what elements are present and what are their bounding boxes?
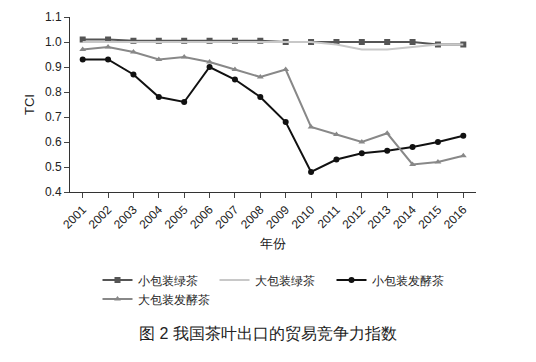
- svg-text:小包装发酵茶: 小包装发酵茶: [372, 274, 444, 288]
- svg-text:2012: 2012: [339, 203, 368, 232]
- svg-text:1.1: 1.1: [45, 10, 62, 24]
- svg-text:2002: 2002: [86, 203, 115, 232]
- svg-text:2004: 2004: [136, 203, 165, 232]
- svg-text:0.5: 0.5: [45, 160, 62, 174]
- svg-text:0.4: 0.4: [45, 185, 62, 199]
- svg-text:2001: 2001: [60, 203, 89, 232]
- svg-text:2009: 2009: [263, 203, 292, 232]
- svg-text:0.6: 0.6: [45, 135, 62, 149]
- svg-text:年份: 年份: [260, 236, 286, 251]
- svg-text:2007: 2007: [213, 203, 242, 232]
- svg-text:2010: 2010: [289, 203, 318, 232]
- svg-text:2013: 2013: [365, 203, 394, 232]
- svg-text:小包装绿茶: 小包装绿茶: [138, 274, 198, 288]
- svg-text:0.9: 0.9: [45, 60, 62, 74]
- svg-text:2014: 2014: [390, 203, 419, 232]
- svg-text:1.0: 1.0: [45, 35, 62, 49]
- svg-text:TCI: TCI: [22, 94, 37, 115]
- svg-text:2008: 2008: [238, 203, 267, 232]
- svg-text:0.7: 0.7: [45, 110, 62, 124]
- svg-text:2015: 2015: [416, 203, 445, 232]
- svg-text:2003: 2003: [111, 203, 140, 232]
- svg-text:2011: 2011: [315, 203, 343, 231]
- svg-text:2016: 2016: [441, 203, 470, 232]
- svg-text:图 2 我国茶叶出口的贸易竞争力指数: 图 2 我国茶叶出口的贸易竞争力指数: [139, 325, 397, 342]
- svg-text:2006: 2006: [187, 203, 216, 232]
- svg-text:大包装绿茶: 大包装绿茶: [255, 274, 315, 288]
- svg-text:大包装发酵茶: 大包装发酵茶: [138, 293, 210, 307]
- svg-text:0.8: 0.8: [45, 85, 62, 99]
- svg-text:2005: 2005: [162, 203, 191, 232]
